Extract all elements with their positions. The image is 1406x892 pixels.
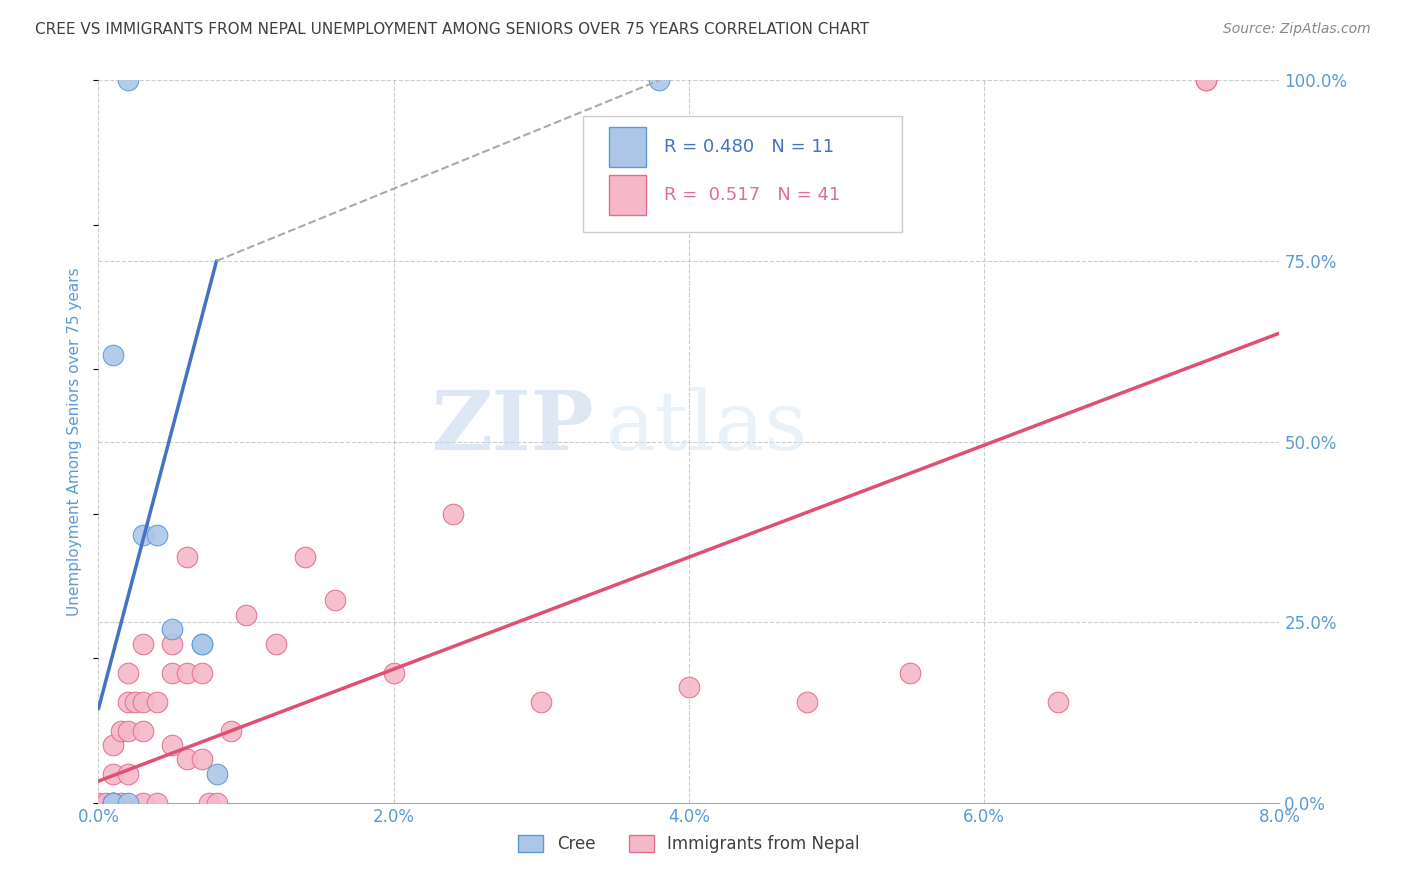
Point [117,695,139,709]
Point [132,637,155,651]
Point [678,680,700,694]
Point [146,528,169,542]
Point [198,796,221,810]
Point [382,665,405,680]
Bar [609,175,647,215]
Text: Source: ZipAtlas.com: Source: ZipAtlas.com [1223,22,1371,37]
Text: R = 0.480   N = 11: R = 0.480 N = 11 [664,138,834,156]
Point [900,665,922,680]
Text: R =  0.517   N = 41: R = 0.517 N = 41 [664,186,841,203]
Point [796,695,818,709]
Point [146,695,169,709]
Point [117,723,139,738]
Point [110,796,132,810]
Point [176,550,198,565]
Point [103,738,125,752]
Point [176,752,198,766]
Point [162,738,183,752]
Legend: Cree, Immigrants from Nepal: Cree, Immigrants from Nepal [512,828,866,860]
Point [132,796,155,810]
Text: CREE VS IMMIGRANTS FROM NEPAL UNEMPLOYMENT AMONG SENIORS OVER 75 YEARS CORRELATI: CREE VS IMMIGRANTS FROM NEPAL UNEMPLOYME… [35,22,869,37]
Point [103,348,125,362]
Point [205,767,228,781]
Point [294,550,316,565]
Point [146,796,169,810]
Point [162,665,183,680]
Point [1046,695,1070,709]
Point [191,665,214,680]
Point [103,796,125,810]
Point [103,796,125,810]
Point [117,73,139,87]
Point [162,623,183,637]
Point [103,796,125,810]
Point [1195,73,1218,87]
Point [441,507,464,521]
Point [117,767,139,781]
Point [162,637,183,651]
Point [132,695,155,709]
Point [103,796,125,810]
Point [176,665,198,680]
Point [191,637,214,651]
Point [110,723,132,738]
Point [132,528,155,542]
Point [323,593,346,607]
FancyBboxPatch shape [582,116,901,232]
Text: ZIP: ZIP [432,387,595,467]
Point [1195,73,1218,87]
Point [191,752,214,766]
Point [117,796,139,810]
Point [117,665,139,680]
Point [124,695,146,709]
Point [94,796,117,810]
Point [132,723,155,738]
Point [221,723,243,738]
Point [103,767,125,781]
Text: atlas: atlas [606,387,808,467]
Bar [609,128,647,167]
Point [235,607,257,622]
Point [530,695,553,709]
Y-axis label: Unemployment Among Seniors over 75 years: Unemployment Among Seniors over 75 years [67,268,83,615]
Point [191,637,214,651]
Point [87,796,110,810]
Point [648,73,671,87]
Point [205,796,228,810]
Point [264,637,287,651]
